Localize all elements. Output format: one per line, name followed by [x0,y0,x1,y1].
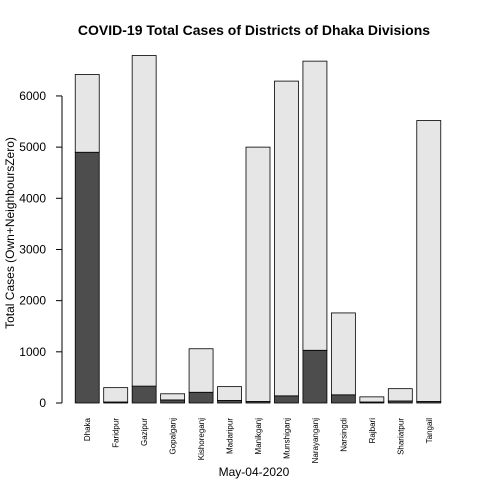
x-tick-label: Gazipur [140,418,149,446]
bar-tangail-segment-2 [416,120,442,402]
bar-shariatpur-segment-2 [387,388,413,402]
x-axis-label: May-04-2020 [219,465,290,479]
x-tick-label: Tangail [425,418,434,444]
x-tick-label: Faridpur [112,418,121,448]
y-tick-label: 2000 [19,294,46,308]
y-tick-label: 1000 [19,345,46,359]
bar-narayanganj-segment-2 [302,60,328,351]
y-tick-label: 0 [39,396,46,410]
bar-rajbari-segment-2 [359,396,385,403]
y-axis: 0 1000 2000 3000 4000 5000 6000 [19,89,63,410]
bar-madaripur-segment-2 [217,386,242,401]
x-tick-label: Manikganj [254,418,263,455]
x-tick-label: Rajbari [368,418,377,444]
y-tick-label: 4000 [19,191,46,205]
bar-gazipur-segment-2 [131,55,157,387]
bar-manikganj-segment-2 [245,146,271,402]
bar-gopalganj-segment-1 [160,399,186,404]
bar-munshiganj-segment-2 [274,80,299,397]
x-tick-label: Kishoreganj [197,418,206,460]
bar-faridpur-segment-2 [103,387,129,403]
x-tick-label: Gopalganj [169,418,178,455]
y-tick-label: 6000 [19,89,46,103]
bar-narsingdi-segment-1 [330,394,356,404]
bar-narsingdi-segment-2 [330,312,356,396]
y-axis-label: Total Cases (Own+NeighboursZero) [3,137,17,329]
bar-dhaka-segment-2 [74,74,100,153]
x-tick-labels: Dhaka Faridpur Gazipur Gopalganj Kishoreganj… [83,417,434,463]
x-tick-label: Narayanganj [311,418,320,464]
y-tick-label: 5000 [19,140,46,154]
bar-dhaka-segment-1 [74,151,100,404]
bar-munshiganj-segment-1 [274,395,299,404]
x-tick-label: Madaripur [226,418,235,454]
bars-group [74,55,442,404]
x-tick-label: Dhaka [83,417,92,441]
chart-title: COVID-19 Total Cases of Districts of Dha… [78,22,430,38]
x-tick-label: Shariatpur [396,418,405,455]
x-tick-label: Narsingdi [339,418,348,452]
x-tick-label: Munshiganj [282,418,291,459]
bar-kishoreganj-segment-2 [188,348,214,393]
bar-gazipur-segment-1 [131,385,157,404]
y-tick-label: 3000 [19,242,46,256]
bar-kishoreganj-segment-1 [188,391,214,404]
bar-gopalganj-segment-2 [160,393,186,401]
bar-narayanganj-segment-1 [302,349,328,404]
